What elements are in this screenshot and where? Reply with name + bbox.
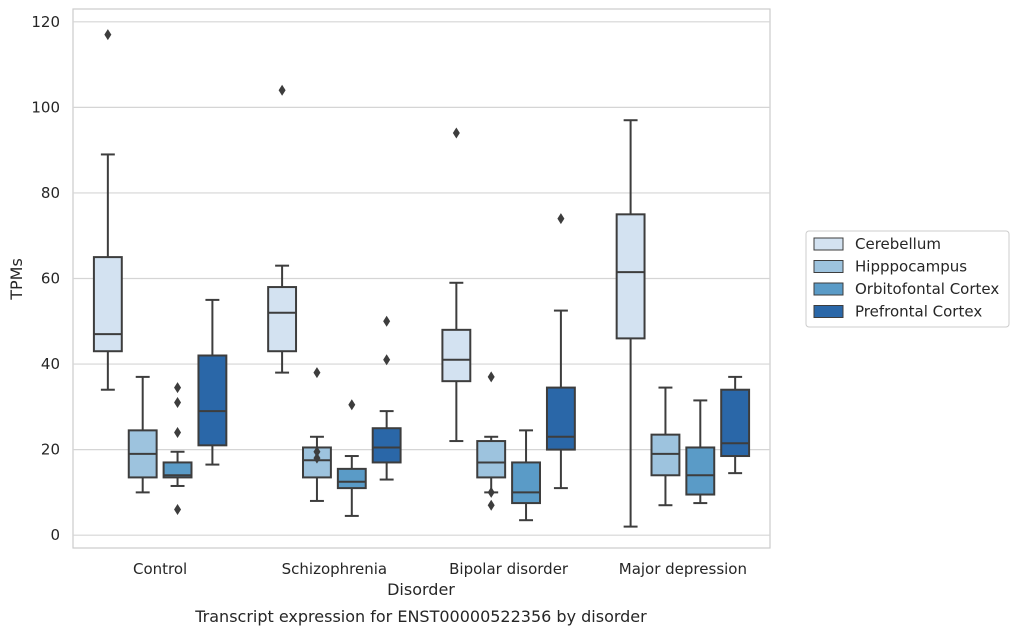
outlier-point bbox=[383, 315, 391, 327]
legend: Cerebellum Hipppocampus Orbitofontal Corte… bbox=[805, 230, 1010, 328]
y-tick-label: 120 bbox=[31, 13, 60, 31]
box-series bbox=[92, 29, 751, 528]
outlier-point bbox=[174, 382, 182, 394]
outlier-point bbox=[313, 452, 321, 464]
x-tick-label: Bipolar disorder bbox=[449, 560, 569, 578]
box-body bbox=[511, 461, 541, 505]
y-tick-label: 0 bbox=[50, 526, 60, 544]
outlier-point bbox=[348, 399, 356, 411]
legend-swatch bbox=[813, 260, 844, 273]
box bbox=[441, 127, 472, 443]
series-cerebellum bbox=[92, 29, 646, 528]
box-body bbox=[92, 256, 123, 353]
outlier-point bbox=[174, 504, 182, 515]
box bbox=[650, 386, 681, 507]
box bbox=[162, 382, 193, 515]
box-body bbox=[685, 446, 716, 496]
outlier-point bbox=[313, 367, 321, 379]
legend-label: Orbitofontal Cortex bbox=[855, 280, 999, 298]
box-body bbox=[267, 286, 298, 353]
box bbox=[197, 298, 228, 466]
outlier-point bbox=[104, 29, 112, 41]
series-prefrontal-cortex bbox=[197, 213, 751, 490]
x-axis-ticks: Control Schizophrenia Bipolar disorder Majo… bbox=[133, 560, 747, 578]
legend-frame bbox=[805, 230, 1010, 328]
box bbox=[127, 375, 158, 494]
outlier-point bbox=[174, 427, 182, 438]
box-body bbox=[371, 427, 402, 464]
legend-swatch bbox=[813, 237, 844, 251]
outlier-point bbox=[452, 127, 460, 139]
box bbox=[685, 399, 716, 505]
y-axis-title: TPMs bbox=[7, 258, 26, 301]
y-tick-label: 80 bbox=[41, 184, 60, 202]
outlier-point bbox=[278, 84, 286, 96]
box bbox=[476, 371, 507, 511]
box bbox=[336, 399, 367, 517]
box-body bbox=[162, 461, 193, 479]
y-tick-label: 20 bbox=[41, 441, 60, 459]
outlier-point bbox=[487, 371, 495, 383]
y-tick-label: 100 bbox=[31, 98, 60, 116]
box-body bbox=[650, 433, 681, 477]
x-tick-label: Control bbox=[133, 560, 187, 578]
y-tick-label: 60 bbox=[41, 270, 60, 288]
box-body bbox=[545, 386, 576, 451]
outlier-point bbox=[487, 499, 495, 511]
legend-label: Cerebellum bbox=[855, 235, 941, 253]
x-axis-title: Disorder bbox=[387, 580, 455, 599]
legend-label: Hipppocampus bbox=[855, 258, 967, 276]
series-orbitofontal-cortex bbox=[162, 382, 716, 522]
legend-label: Prefrontal Cortex bbox=[855, 303, 982, 321]
box bbox=[302, 367, 332, 502]
box-body bbox=[441, 328, 472, 383]
series-hipppocampus bbox=[127, 367, 681, 511]
box-body bbox=[197, 354, 228, 447]
outlier-point bbox=[313, 446, 321, 458]
x-tick-label: Major depression bbox=[619, 560, 747, 578]
outlier-point bbox=[174, 397, 182, 409]
box-body bbox=[476, 440, 507, 479]
outlier-point bbox=[383, 354, 391, 366]
box bbox=[92, 29, 123, 391]
legend-swatch bbox=[813, 282, 844, 296]
box-body bbox=[720, 388, 751, 458]
box bbox=[267, 84, 298, 374]
box-body bbox=[615, 213, 646, 340]
chart-caption: Transcript expression for ENST0000052235… bbox=[194, 607, 647, 626]
box bbox=[720, 375, 751, 475]
x-tick-label: Schizophrenia bbox=[282, 560, 387, 578]
box bbox=[545, 213, 576, 490]
box bbox=[615, 119, 646, 528]
outlier-point bbox=[557, 213, 565, 225]
box bbox=[511, 429, 541, 522]
y-axis-ticks: 0 20 40 60 80 100 120 bbox=[31, 13, 60, 544]
y-tick-label: 40 bbox=[41, 355, 60, 373]
box bbox=[371, 315, 402, 481]
outlier-point bbox=[487, 486, 495, 498]
legend-swatch bbox=[813, 305, 844, 318]
box-body bbox=[336, 467, 367, 490]
